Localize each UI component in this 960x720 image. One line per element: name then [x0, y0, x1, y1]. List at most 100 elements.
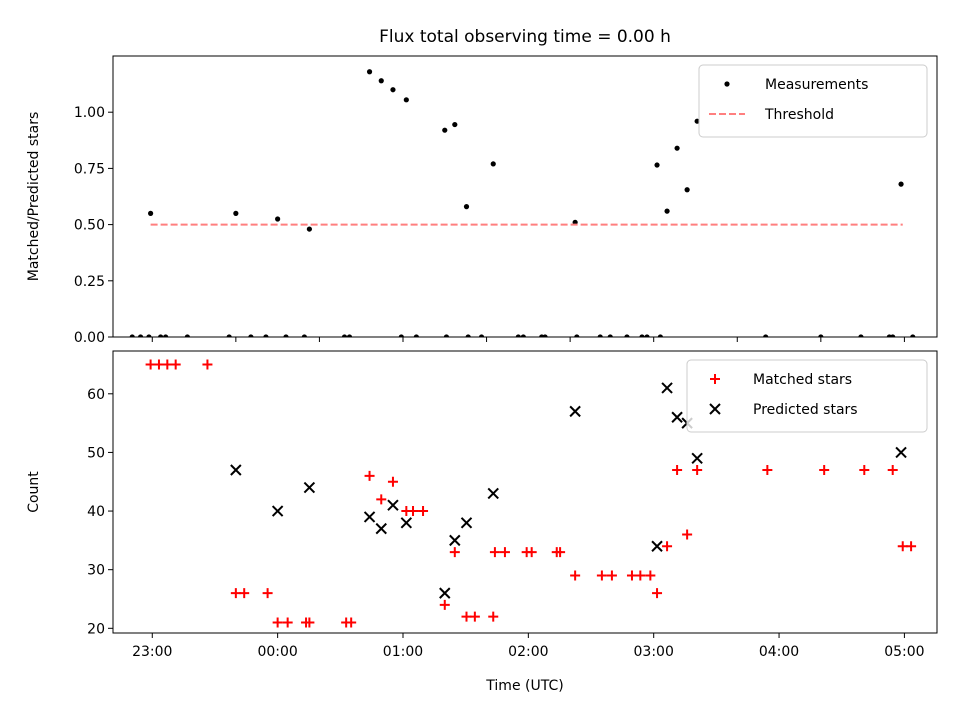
- matched-stars-point: [682, 529, 693, 540]
- y-tick-label: 0.25: [74, 274, 105, 290]
- measurements-point: [398, 334, 404, 337]
- matched-stars-point: [346, 617, 357, 628]
- x-tick-label: 05:00: [884, 644, 924, 660]
- measurements-point: [490, 161, 496, 167]
- matched-stars-point: [439, 599, 450, 610]
- matched-stars-point: [887, 465, 898, 476]
- legend-measurements-swatch: [724, 81, 730, 87]
- matched-stars-point: [153, 359, 164, 370]
- measurements-point: [158, 334, 164, 337]
- matched-stars-point: [606, 570, 617, 581]
- matched-stars-point: [449, 547, 460, 558]
- matched-stars-point: [762, 465, 773, 476]
- top-panel: 0.00 0.25 0.50 0.75 1.00 Matched/Predicted st…: [26, 55, 938, 346]
- matched-stars-point: [282, 617, 293, 628]
- matched-stars-point: [162, 359, 173, 370]
- predicted-stars-point: [400, 517, 413, 529]
- matched-stars-point: [596, 570, 607, 581]
- measurements-point: [910, 334, 916, 337]
- y-tick-label: 1.00: [74, 105, 105, 121]
- measurements-point: [137, 334, 144, 337]
- measurements-point: [452, 121, 458, 128]
- measurements-point: [684, 187, 690, 193]
- measurements-point: [341, 334, 348, 337]
- measurements-point: [263, 334, 269, 337]
- y-tick-label: 0.50: [74, 218, 105, 234]
- matched-stars-point: [906, 541, 917, 552]
- y-tick-label: 0.00: [74, 330, 105, 346]
- predicted-stars-point: [651, 540, 663, 552]
- legend-matched-stars-swatch: [710, 374, 720, 384]
- measurements-point: [694, 118, 700, 124]
- matched-stars-point: [489, 547, 500, 558]
- measurements-point: [890, 334, 896, 337]
- legend-box: [698, 64, 928, 138]
- matched-stars-point: [170, 359, 181, 370]
- x-tick-label: 23:00: [132, 644, 172, 660]
- legend-threshold-label: Threshold: [764, 107, 834, 123]
- y-tick-label: 50: [87, 445, 105, 461]
- axes-frame: [112, 350, 938, 634]
- matched-stars-point: [526, 547, 537, 558]
- measurements-point: [442, 127, 448, 133]
- measurements-point: [366, 69, 373, 75]
- measurements-point: [520, 334, 526, 337]
- predicted-stars-point: [230, 464, 242, 476]
- bottom-panel: 20 30 40 50 60 23:00 00:00 01:00 02:00 03:00 04:00…: [26, 350, 938, 694]
- matched-stars-point: [652, 588, 663, 599]
- matched-stars-point: [376, 494, 387, 505]
- measurements-point: [403, 97, 409, 103]
- axes-frame: [112, 55, 938, 338]
- plot-area: [129, 69, 916, 337]
- matched-stars-point: [230, 588, 241, 599]
- measurements-point: [574, 334, 580, 337]
- measurements-point: [858, 334, 864, 337]
- x-tick-label: 01:00: [383, 644, 423, 660]
- measurements-point: [129, 334, 135, 337]
- measurements-point: [639, 334, 645, 337]
- predicted-stars-point: [439, 587, 451, 599]
- x-axis-label: Time (UTC): [485, 678, 563, 694]
- matched-stars-point: [469, 611, 480, 622]
- measurements-point: [664, 208, 670, 214]
- predicted-stars-point: [303, 481, 316, 494]
- matched-stars-point: [626, 570, 637, 581]
- measurements-point: [148, 210, 154, 216]
- measurements-point: [674, 145, 680, 151]
- y-tick-label: 60: [87, 387, 105, 403]
- measurements-point: [146, 334, 152, 337]
- legend-measurements-label: Measurements: [765, 77, 868, 93]
- y-tick-label: 40: [87, 504, 105, 520]
- measurements-point: [184, 334, 190, 337]
- predicted-stars-point: [271, 505, 284, 517]
- legend-predicted-stars-label: Predicted stars: [753, 402, 858, 418]
- legend-predicted-stars-swatch: [709, 403, 721, 415]
- matched-stars-point: [635, 570, 646, 581]
- y-tick-label: 20: [87, 621, 105, 637]
- matched-stars-point: [819, 465, 830, 476]
- legend: Measurements Threshold: [698, 64, 928, 138]
- matched-stars-point: [897, 541, 908, 552]
- predicted-stars-point: [661, 382, 673, 394]
- y-tick-label: 30: [87, 563, 105, 579]
- measurements-point: [248, 334, 254, 337]
- measurements-point: [763, 334, 769, 337]
- predicted-stars-point: [487, 487, 499, 500]
- matched-stars-point: [304, 617, 315, 628]
- matched-stars-point: [692, 465, 703, 476]
- measurements-point: [306, 226, 312, 232]
- measurements-point: [818, 334, 824, 337]
- measurements-point: [226, 334, 232, 337]
- predicted-stars-point: [363, 511, 376, 523]
- measurements-point: [413, 334, 419, 337]
- matched-stars-point: [387, 476, 398, 487]
- measurements-point: [378, 78, 384, 84]
- matched-stars-point: [202, 359, 213, 370]
- measurements-point: [443, 334, 450, 337]
- measurements-point: [644, 334, 650, 337]
- measurements-point: [478, 334, 485, 337]
- predicted-stars-point: [460, 517, 473, 529]
- matched-stars-point: [418, 506, 429, 517]
- matched-stars-point: [662, 541, 673, 552]
